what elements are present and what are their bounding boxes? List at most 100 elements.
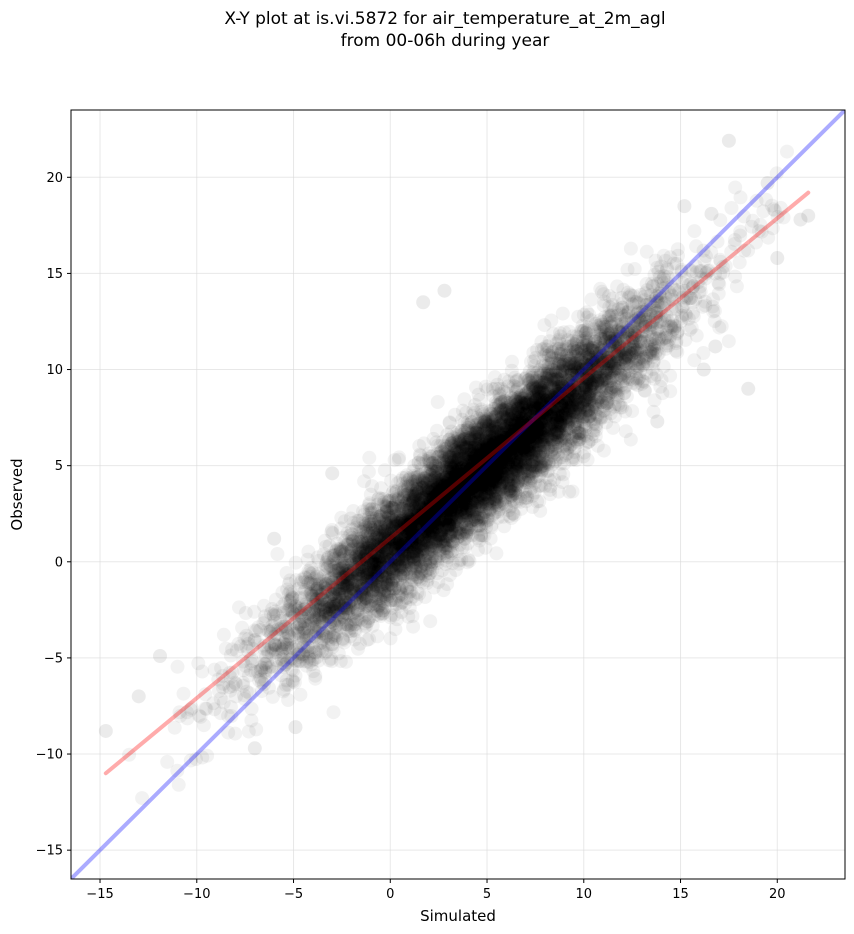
data-point: [427, 509, 442, 523]
data-point: [460, 517, 474, 532]
data-point: [545, 416, 560, 431]
data-point: [376, 590, 391, 605]
data-point: [524, 426, 539, 441]
data-point: [397, 524, 412, 538]
data-point: [601, 345, 616, 360]
data-point: [637, 293, 652, 308]
data-point: [498, 440, 513, 455]
data-point: [441, 485, 456, 499]
data-point: [516, 391, 531, 406]
data-point: [545, 368, 560, 383]
data-point: [631, 359, 646, 374]
data-point: [404, 535, 419, 550]
data-point: [549, 440, 564, 455]
data-point: [122, 747, 137, 762]
data-point: [408, 474, 423, 489]
data-point: [324, 571, 338, 586]
data-point: [496, 447, 511, 462]
data-point: [542, 380, 556, 395]
data-point: [515, 457, 530, 472]
data-point: [534, 376, 548, 391]
data-point: [483, 494, 498, 509]
data-point: [463, 481, 478, 496]
data-point: [537, 398, 551, 413]
data-point: [493, 391, 508, 406]
data-point: [422, 455, 437, 470]
data-point: [277, 682, 291, 697]
data-point: [439, 452, 454, 466]
data-point: [488, 461, 503, 476]
data-point: [688, 259, 703, 274]
data-point: [372, 561, 387, 576]
data-point: [496, 428, 511, 443]
data-point: [480, 443, 495, 458]
data-point: [511, 406, 526, 421]
data-point: [421, 521, 436, 536]
data-point: [464, 501, 479, 516]
data-point: [364, 571, 379, 586]
data-point: [275, 642, 290, 657]
data-point: [406, 494, 421, 509]
data-point: [268, 604, 283, 619]
data-point: [509, 383, 524, 398]
data-point: [614, 343, 629, 358]
data-point: [604, 315, 618, 330]
data-point: [627, 328, 642, 342]
data-point: [629, 343, 644, 358]
data-point: [258, 672, 273, 687]
data-point: [479, 434, 494, 449]
data-point: [495, 454, 509, 469]
data-point: [480, 481, 495, 496]
data-point: [593, 325, 608, 340]
data-point: [748, 235, 763, 250]
data-point: [485, 422, 499, 437]
data-point: [591, 373, 605, 388]
data-point: [515, 433, 530, 448]
data-point: [278, 632, 293, 647]
data-point: [353, 524, 368, 539]
data-point: [525, 381, 540, 396]
data-point: [536, 354, 551, 369]
data-point: [443, 528, 458, 543]
data-point: [412, 544, 427, 559]
data-point: [374, 592, 389, 607]
data-point: [491, 448, 506, 463]
data-point: [628, 364, 643, 379]
data-point: [415, 528, 430, 543]
data-point: [289, 642, 304, 657]
data-point: [593, 383, 608, 398]
data-point: [308, 611, 323, 626]
data-point: [644, 343, 659, 358]
data-point: [536, 383, 551, 398]
data-point: [327, 582, 342, 597]
data-point: [583, 379, 598, 394]
data-point: [359, 542, 374, 557]
data-point: [367, 556, 382, 571]
data-point: [679, 308, 694, 323]
data-point: [502, 424, 517, 438]
data-point: [547, 388, 562, 403]
data-point: [547, 407, 562, 421]
data-point: [514, 439, 528, 454]
data-point: [337, 600, 352, 614]
data-point: [364, 589, 379, 603]
data-point: [499, 475, 514, 490]
data-point: [412, 538, 427, 553]
data-point: [407, 501, 422, 516]
data-point: [428, 515, 443, 530]
data-point: [448, 480, 463, 495]
scatter-points: [98, 133, 816, 806]
data-point: [419, 547, 434, 562]
data-point: [391, 544, 406, 559]
data-point: [548, 406, 563, 421]
data-point: [391, 560, 406, 575]
data-point: [581, 333, 596, 348]
data-point: [583, 357, 598, 372]
data-point: [462, 418, 477, 433]
data-point: [508, 429, 523, 444]
data-point: [429, 505, 444, 520]
data-point: [400, 590, 415, 605]
data-point: [482, 473, 497, 488]
data-point: [493, 437, 508, 452]
data-point: [450, 480, 465, 495]
